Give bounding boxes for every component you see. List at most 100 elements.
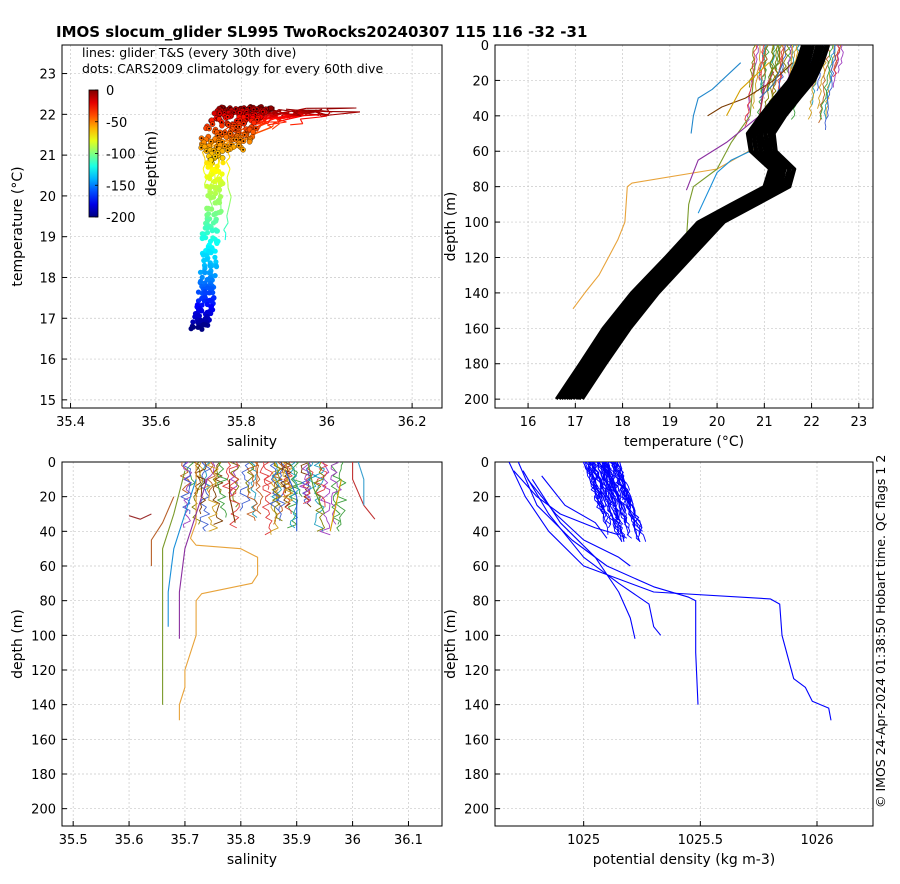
ts-climatology-dot xyxy=(217,187,222,192)
sal-x-tick-label: 35.9 xyxy=(282,833,311,848)
dens-y-tick-label: 100 xyxy=(464,629,489,644)
dens-y-tick-label: 200 xyxy=(464,803,489,818)
sal-x-tick-label: 35.5 xyxy=(59,833,88,848)
ts-climatology-dot xyxy=(205,225,210,230)
temp-glider-profile xyxy=(691,63,741,134)
ts-glider-segment xyxy=(226,161,230,168)
sal-y-tick-label: 200 xyxy=(31,803,56,818)
ts-climatology-dot xyxy=(211,195,216,200)
ts-x-tick-label: 35.8 xyxy=(227,415,256,430)
ts-climatology-dot xyxy=(203,322,208,327)
dens-y-tick-label: 40 xyxy=(472,525,489,540)
ts-climatology-dot xyxy=(220,149,225,154)
ts-glider-segment xyxy=(227,172,229,178)
ts-climatology-dot-center xyxy=(219,113,221,115)
ts-climatology-dot-center xyxy=(212,123,214,125)
ts-climatology-dot xyxy=(207,290,212,295)
copyright-side-note: © IMOS 24-Apr-2024 01:38:50 Hobart time.… xyxy=(873,455,888,808)
temp-y-tick-label: 140 xyxy=(464,287,489,302)
ts-climatology-dot-center xyxy=(221,121,223,123)
dens-y-tick-label: 180 xyxy=(464,768,489,783)
ts-glider-segment xyxy=(224,223,228,230)
colorbar-tick-label: 0 xyxy=(106,84,114,99)
ts-y-tick-label: 20 xyxy=(39,190,56,205)
sal-profiles xyxy=(129,462,375,720)
sal-glider-profile xyxy=(168,479,196,626)
ts-y-tick-label: 22 xyxy=(39,108,56,123)
ts-climatology-dot-center xyxy=(255,127,257,129)
ts-climatology-dot xyxy=(219,209,224,214)
temp-plot-frame xyxy=(495,45,873,408)
ts-climatology-dot xyxy=(202,270,207,275)
ts-climatology-dot xyxy=(201,258,206,263)
ts-glider-segment xyxy=(304,115,319,116)
ts-y-axis-label: temperature (°C) xyxy=(10,166,26,286)
temp-x-tick-label: 17 xyxy=(567,415,584,430)
ts-climatology-dot xyxy=(213,219,218,224)
temp-y-tick-label: 100 xyxy=(464,216,489,231)
ts-climatology-dot xyxy=(251,129,256,134)
ts-climatology-dot xyxy=(189,326,194,331)
ts-climatology-dot-center xyxy=(228,124,230,126)
ts-y-tick-label: 23 xyxy=(39,68,56,83)
ts-climatology-dot-center xyxy=(243,140,245,142)
sal-y-axis-label: depth (m) xyxy=(10,609,26,679)
ts-climatology-dot-center xyxy=(221,141,223,143)
colorbar-tick-label: -50 xyxy=(106,116,127,131)
temp-glider-profile xyxy=(573,45,793,309)
ts-y-tick-label: 17 xyxy=(39,312,56,327)
sal-y-tick-label: 20 xyxy=(39,491,56,506)
dens-profiles xyxy=(509,462,831,720)
ts-climatology-dot-center xyxy=(206,150,208,152)
ts-climatology-dot xyxy=(206,206,211,211)
sal-glider-profile xyxy=(223,462,233,493)
ts-climatology-dot-center xyxy=(243,123,245,125)
sal-y-tick-label: 60 xyxy=(39,560,56,575)
ts-climatology-dot-center xyxy=(213,150,215,152)
sal-y-tick-label: 40 xyxy=(39,525,56,540)
ts-y-tick-label: 15 xyxy=(39,394,56,409)
ts-x-tick-label: 35.4 xyxy=(56,415,85,430)
temp-x-tick-label: 21 xyxy=(756,415,773,430)
colorbar-tick-label: -200 xyxy=(106,211,136,226)
colorbar-tick-label: -100 xyxy=(106,148,136,163)
ts-climatology-dot xyxy=(214,241,219,246)
ts-glider-segment xyxy=(228,204,230,213)
temp-y-tick-label: 160 xyxy=(464,322,489,337)
dens-x-tick-label: 1025 xyxy=(567,833,600,848)
ts-climatology-dot-center xyxy=(208,128,210,130)
ts-x-tick-label: 36 xyxy=(318,415,335,430)
dens-y-tick-label: 20 xyxy=(472,491,489,506)
ts-climatology-dot xyxy=(210,228,215,233)
ts-climatology-dot xyxy=(201,253,206,258)
ts-y-tick-label: 19 xyxy=(39,231,56,246)
temp-x-tick-label: 19 xyxy=(662,415,679,430)
ts-climatology-dot xyxy=(268,106,273,111)
sal-x-tick-label: 36 xyxy=(344,833,361,848)
temp-x-axis-label: temperature (°C) xyxy=(624,434,744,450)
dens-y-tick-label: 140 xyxy=(464,699,489,714)
sal-glider-profile xyxy=(263,462,273,535)
ts-x-axis-label: salinity xyxy=(227,434,277,450)
ts-climatology-dot xyxy=(221,160,226,165)
ts-climatology-dot-center xyxy=(210,141,212,143)
ts-climatology-dot-center xyxy=(224,146,226,148)
ts-climatology-dot-center xyxy=(227,149,229,151)
sal-x-tick-label: 35.7 xyxy=(170,833,199,848)
sal-x-axis-label: salinity xyxy=(227,852,277,868)
ts-y-tick-label: 21 xyxy=(39,149,56,164)
ts-climatology-dot xyxy=(214,264,219,269)
sal-y-tick-label: 80 xyxy=(39,595,56,610)
dens-y-tick-label: 120 xyxy=(464,664,489,679)
ts-glider-lines xyxy=(202,107,360,240)
dens-y-tick-label: 0 xyxy=(481,456,489,471)
dens-y-tick-label: 60 xyxy=(472,560,489,575)
temp-y-tick-label: 180 xyxy=(464,358,489,373)
ts-climatology-dot xyxy=(196,290,201,295)
dens-x-tick-label: 1025.5 xyxy=(678,833,724,848)
temp-y-tick-label: 60 xyxy=(472,145,489,160)
sal-x-tick-label: 36.1 xyxy=(394,833,423,848)
